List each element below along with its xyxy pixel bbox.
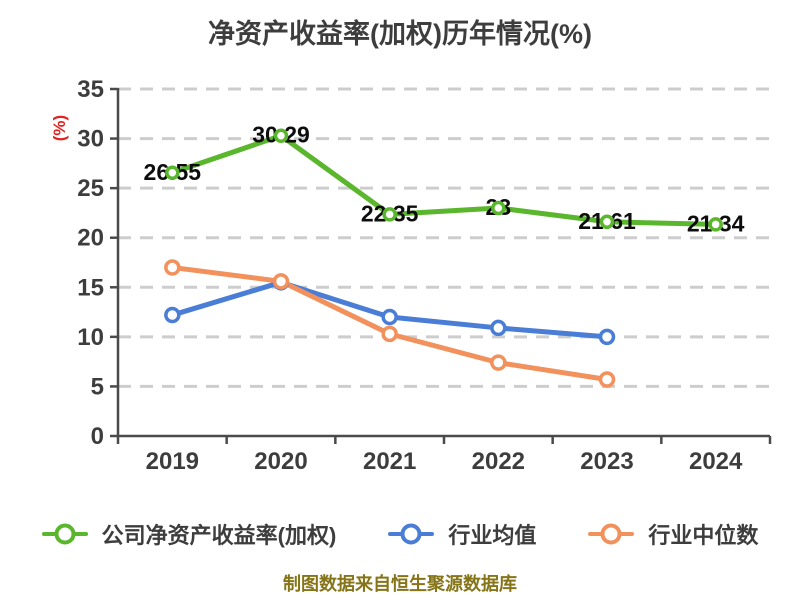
series-line-0 bbox=[169, 133, 719, 227]
data-point bbox=[381, 308, 398, 326]
tick-labels: 0 5 10 15 20 25 30 35 2019 2020 2021 2022 2023 2024 bbox=[77, 76, 743, 475]
data-point bbox=[598, 371, 616, 388]
data-point bbox=[164, 259, 181, 276]
data-point bbox=[382, 207, 397, 222]
series-lines bbox=[169, 133, 719, 382]
data-point bbox=[490, 319, 507, 337]
data-point bbox=[598, 328, 616, 346]
ytick-label: 5 bbox=[91, 373, 104, 400]
axes bbox=[110, 87, 772, 444]
data-points bbox=[164, 128, 723, 388]
xtick-label: 2020 bbox=[254, 448, 307, 475]
legend-item-company-roe: 公司净资产收益率(加权) bbox=[41, 518, 337, 550]
ytick-label: 10 bbox=[77, 324, 104, 351]
ytick-label: 0 bbox=[91, 423, 104, 450]
blue-line-marker-icon bbox=[388, 523, 435, 545]
green-line-marker-icon bbox=[41, 523, 88, 545]
legend-label-industry-average: 行业均值 bbox=[448, 523, 537, 548]
ytick-label: 30 bbox=[77, 126, 104, 153]
xtick-label: 2019 bbox=[146, 448, 199, 475]
chart-legend: 公司净资产收益率(加权) 行业均值 行业中位数 bbox=[0, 518, 800, 550]
data-point bbox=[164, 306, 181, 324]
ytick-label: 35 bbox=[77, 76, 104, 103]
legend-item-industry-average: 行业均值 bbox=[388, 518, 536, 550]
ytick-label: 15 bbox=[77, 274, 104, 301]
chart-title: 净资产收益率(加权)历年情况(%) bbox=[208, 19, 592, 49]
data-point bbox=[165, 165, 180, 181]
data-point bbox=[272, 273, 290, 290]
xtick-label: 2021 bbox=[363, 448, 416, 475]
data-point bbox=[599, 214, 615, 230]
data-point bbox=[273, 128, 289, 143]
orange-line-marker-icon bbox=[588, 523, 635, 545]
data-point bbox=[491, 200, 506, 216]
data-source-credit: 制图数据来自恒生聚源数据库 bbox=[283, 574, 517, 594]
legend-label-industry-median: 行业中位数 bbox=[648, 523, 759, 548]
legend-label-company-roe: 公司净资产收益率(加权) bbox=[101, 523, 337, 548]
xtick-label: 2022 bbox=[472, 448, 525, 475]
xtick-label: 2023 bbox=[580, 448, 633, 475]
gridlines bbox=[118, 87, 770, 388]
data-point bbox=[381, 325, 398, 343]
data-point bbox=[708, 217, 723, 232]
data-point bbox=[490, 354, 507, 371]
xtick-label: 2024 bbox=[689, 448, 743, 475]
ytick-label: 25 bbox=[77, 175, 104, 202]
ytick-label: 20 bbox=[77, 225, 104, 252]
legend-item-industry-median: 行业中位数 bbox=[588, 518, 758, 550]
